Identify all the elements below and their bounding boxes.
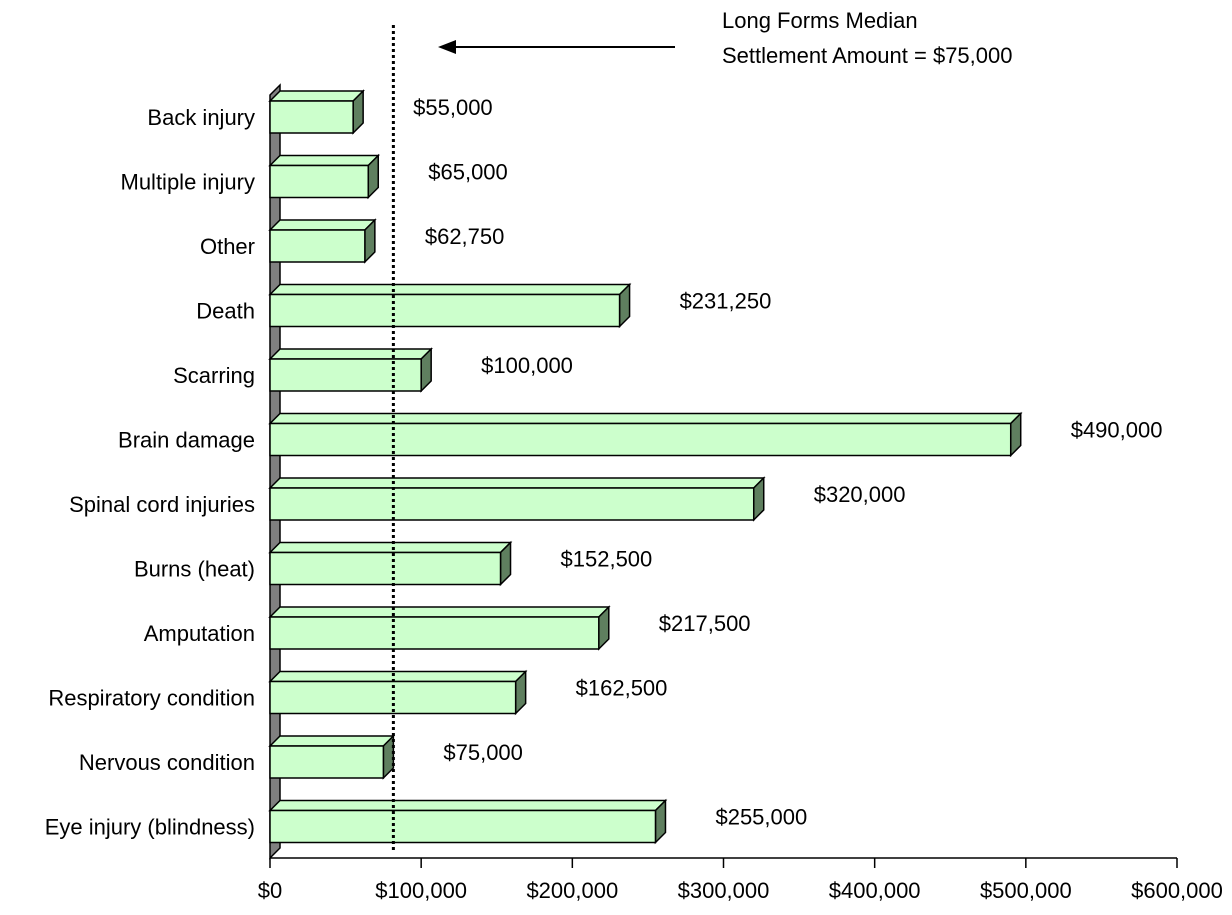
y-tick-label: Respiratory condition: [48, 685, 255, 710]
bar-top: [268, 219, 377, 231]
value-label: $217,500: [659, 611, 751, 636]
x-tick-label: $500,000: [980, 878, 1072, 903]
value-label: $62,750: [425, 224, 505, 249]
value-label: $231,250: [680, 288, 772, 313]
y-tick-label: Scarring: [173, 363, 255, 388]
annotation: Long Forms Median: [722, 8, 918, 33]
y-tick-label: Other: [200, 234, 255, 259]
x-tick-label: $300,000: [678, 878, 770, 903]
bar: [269, 745, 385, 779]
value-label: $255,000: [715, 804, 807, 829]
y-tick-label: Spinal cord injuries: [69, 492, 255, 517]
bar-top: [268, 799, 668, 812]
y-tick-label: Death: [196, 298, 255, 323]
bar-top: [268, 348, 433, 360]
bar: [269, 616, 600, 650]
bar: [269, 422, 1012, 457]
bar: [269, 487, 755, 521]
bar: [269, 358, 422, 392]
bar-top: [268, 283, 632, 296]
value-label: $490,000: [1071, 417, 1163, 442]
y-tick-label: Back injury: [147, 105, 255, 130]
value-label: $320,000: [814, 482, 906, 507]
y-tick-label: Amputation: [144, 621, 255, 646]
x-tick-label: $0: [258, 878, 282, 903]
value-label: $65,000: [428, 159, 508, 184]
bar: [269, 100, 354, 134]
y-tick-label: Eye injury (blindness): [45, 814, 255, 839]
bar: [269, 229, 366, 263]
bar: [269, 164, 370, 199]
bar-top: [268, 735, 396, 747]
x-tick-label: $200,000: [526, 878, 618, 903]
bar-top: [268, 412, 1023, 425]
y-tick-label: Brain damage: [118, 427, 255, 452]
annotation: Settlement Amount = $75,000: [722, 43, 1012, 68]
bar-top: [268, 541, 513, 554]
value-label: $100,000: [481, 353, 573, 378]
bar-top: [268, 670, 528, 683]
y-tick-label: Burns (heat): [134, 556, 255, 581]
axis-wall: [269, 83, 281, 860]
y-tick-label: Multiple injury: [121, 169, 256, 194]
x-tick-label: $100,000: [375, 878, 467, 903]
bar: [269, 551, 502, 586]
value-label: $162,500: [576, 675, 668, 700]
bar-top: [268, 477, 766, 489]
bar-top: [268, 154, 381, 167]
bar: [269, 809, 657, 844]
x-tick-label: $600,000: [1131, 878, 1223, 903]
arrow-head: [438, 40, 456, 54]
value-label: $55,000: [413, 95, 493, 120]
x-tick-label: $400,000: [829, 878, 921, 903]
y-tick-label: Nervous condition: [79, 750, 255, 775]
bar: [269, 293, 621, 328]
value-label: $75,000: [443, 740, 523, 765]
value-label: $152,500: [561, 546, 653, 571]
bar-top: [268, 90, 365, 102]
bar-top: [268, 606, 611, 618]
